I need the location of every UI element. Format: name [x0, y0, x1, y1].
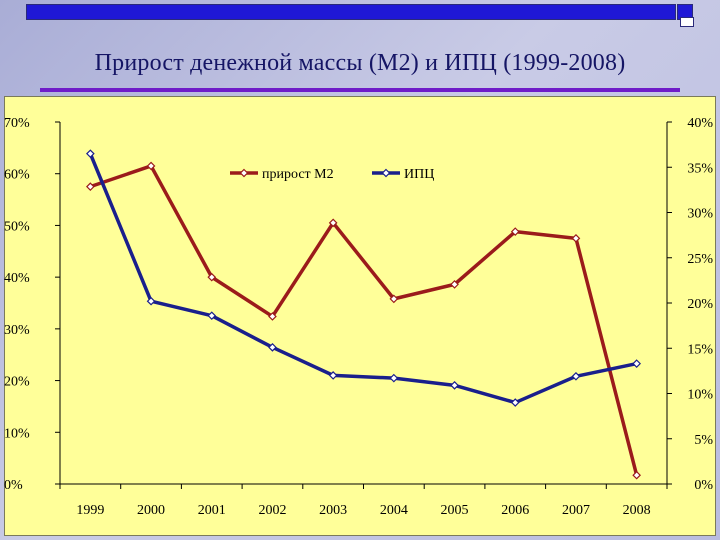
series-1-point	[632, 470, 641, 480]
series-2-point	[450, 381, 459, 390]
x-tick-label: 2004	[380, 503, 408, 518]
right-tick-label: 30%	[687, 207, 713, 222]
series-2-point	[632, 359, 641, 368]
series-1-point	[571, 234, 581, 243]
right-tick-label: 0%	[694, 478, 713, 493]
left-tick-label: 10%	[4, 426, 30, 441]
series-1-point	[86, 182, 95, 191]
left-tick-label: 40%	[4, 271, 30, 286]
series-1-point	[207, 272, 217, 282]
series-1-point	[146, 161, 156, 171]
left-tick-label: 30%	[4, 323, 30, 338]
right-tick-label: 20%	[687, 297, 713, 312]
left-tick-label: 50%	[4, 219, 30, 234]
series-1-point	[268, 312, 277, 321]
title-underline	[40, 88, 680, 92]
series-2-point	[268, 342, 277, 352]
series-2-point	[389, 373, 399, 383]
series-1-point	[389, 294, 399, 304]
left-tick-label: 0%	[4, 478, 23, 493]
series-1-point	[450, 280, 459, 289]
series-line-1	[89, 164, 639, 476]
page-title: Прирост денежной массы (М2) и ИПЦ (1999-…	[94, 50, 626, 76]
legend-marker-2	[381, 168, 391, 178]
left-tick-label: 60%	[4, 168, 30, 183]
legend-marker-1	[239, 168, 249, 178]
chart-series	[86, 149, 641, 480]
left-tick-label: 20%	[4, 375, 30, 390]
right-tick-label: 15%	[687, 342, 713, 357]
x-tick-label: 2002	[258, 503, 286, 518]
x-tick-label: 1999	[76, 503, 104, 518]
right-tick-label: 40%	[687, 116, 713, 131]
series-2-point	[146, 296, 156, 306]
series-1-point	[328, 218, 338, 228]
x-tick-label: 2005	[441, 503, 469, 518]
x-tick-label: 2008	[623, 503, 651, 518]
top-decor-square-inner	[680, 17, 694, 27]
right-tick-label: 25%	[687, 252, 713, 267]
series-2-point	[510, 398, 520, 407]
series-1-point	[510, 227, 520, 236]
x-tick-label: 2000	[137, 503, 165, 518]
x-tick-label: 2006	[501, 503, 529, 518]
top-decor-bar	[26, 4, 676, 20]
series-line-2	[88, 153, 638, 405]
chart-axes: 70% 60% 50% 40% 30% 20% 10% 0% 40% 35% 30% 25% 20% 15…	[4, 116, 713, 518]
legend-label-1: прирост М2	[262, 167, 334, 182]
right-tick-label: 10%	[687, 388, 713, 403]
x-tick-label: 2007	[562, 503, 590, 518]
series-2-point	[86, 149, 95, 159]
left-tick-label: 70%	[4, 116, 30, 131]
x-tick-label: 2001	[198, 503, 226, 518]
legend-label-2: ИПЦ	[404, 167, 434, 182]
series-2-point	[207, 311, 217, 321]
chart-legend: прирост М2 ИПЦ	[230, 167, 434, 182]
series-2-point	[328, 371, 338, 380]
series-2-point	[571, 371, 581, 381]
x-tick-label: 2003	[319, 503, 347, 518]
right-tick-label: 5%	[694, 433, 713, 448]
right-tick-label: 35%	[687, 161, 713, 176]
